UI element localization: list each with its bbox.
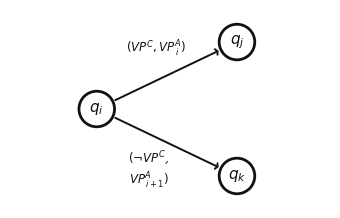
Circle shape	[79, 91, 115, 127]
Text: $(\neg VP^C$,
$VP^A_{\,i+1})$: $(\neg VP^C$, $VP^A_{\,i+1})$	[129, 150, 170, 191]
Circle shape	[219, 158, 255, 194]
Circle shape	[219, 24, 255, 60]
Text: $q_i$: $q_i$	[89, 101, 104, 117]
Text: $q_j$: $q_j$	[230, 33, 244, 51]
Text: $(VP^C, VP^A_{\,i})$: $(VP^C, VP^A_{\,i})$	[126, 39, 187, 59]
Text: $q_k$: $q_k$	[228, 168, 246, 184]
